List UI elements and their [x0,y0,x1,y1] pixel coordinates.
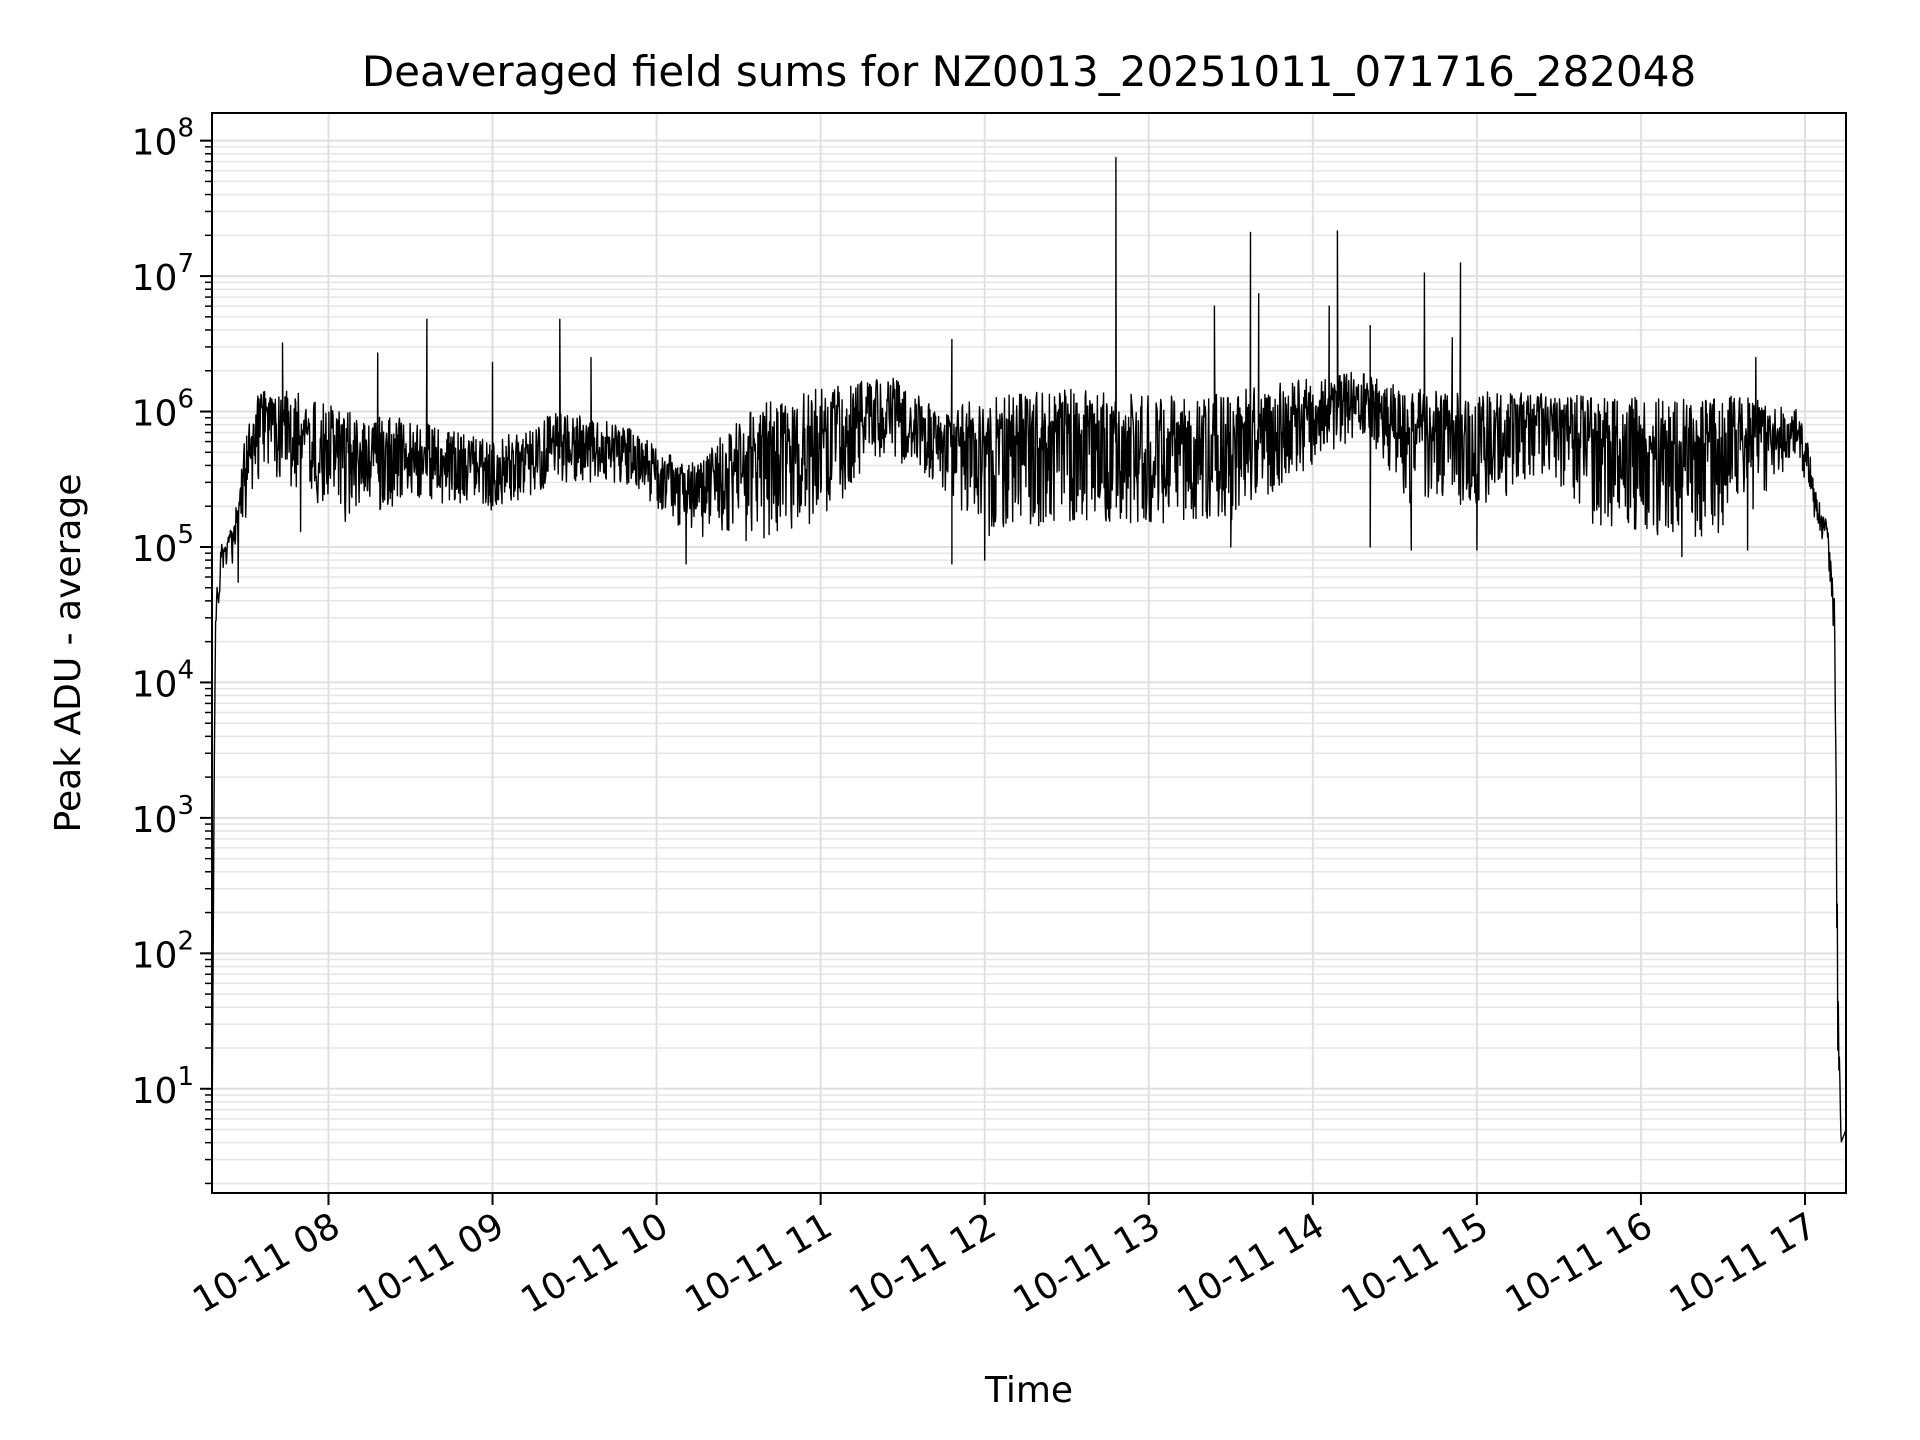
axes-frame [211,112,1847,1194]
chart-title: Deaveraged field sums for NZ0013_2025101… [362,47,1696,96]
series-line [211,156,1847,1143]
x-axis-label: Time [984,1370,1073,1411]
grid [212,113,1846,1193]
y-axis-label: Peak ADU - average [48,474,89,833]
series-group [211,156,1847,1143]
